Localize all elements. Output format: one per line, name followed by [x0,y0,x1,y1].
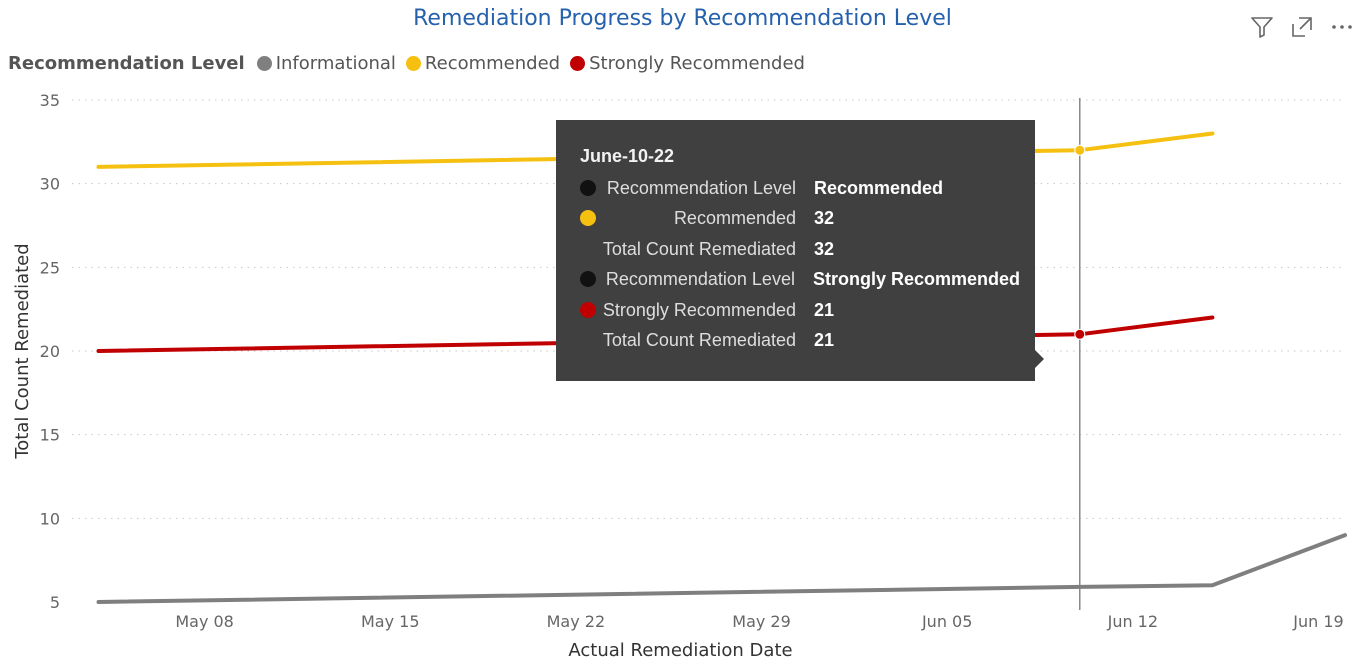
tooltip-label: Total Count Remediated [602,329,796,350]
tooltip-label: Recommended [673,207,796,228]
x-tick-label: May 29 [732,612,791,631]
y-tick-label: 30 [40,175,60,194]
legend-dot [256,56,272,71]
more-options-icon[interactable] [1329,14,1355,40]
focus-mode-icon[interactable] [1289,14,1315,40]
legend-item-recommended[interactable]: Recommended [405,53,561,74]
tooltip-label: Strongly Recommended [602,299,796,320]
y-tick-label: 20 [40,342,60,361]
tooltip-swatch [580,241,596,257]
legend-title: Recommendation Level [8,53,245,74]
x-axis-title: Actual Remediation Date [568,640,792,661]
tooltip-swatch [580,332,596,348]
tooltip-swatch [580,210,596,226]
y-tick-label: 35 [40,91,60,110]
tooltip-value: Recommended [814,177,944,198]
legend-label: Recommended [424,53,561,74]
tooltip-row: Total Count Remediated 32 [580,235,1020,263]
tooltip-value: Strongly Recommended [812,268,1020,289]
tooltip-value: 32 [814,238,835,259]
tooltip-swatch [580,302,596,318]
tooltip-row: Strongly Recommended 21 [580,296,1020,324]
hover-marker [1074,144,1086,156]
legend-dot [405,56,421,71]
x-tick-label: May 08 [175,612,234,631]
y-tick-label: 15 [40,426,60,445]
tooltip-swatch [580,180,596,196]
tooltip-row: Recommendation Level Strongly Recommende… [580,265,1020,293]
legend-item-informational[interactable]: Informational [256,53,396,74]
y-tick-label: 10 [40,509,60,528]
tooltip-label: Total Count Remediated [602,238,796,259]
tooltip-row: Total Count Remediated 21 [580,326,1020,354]
y-axis-title: Total Count Remediated [12,243,33,459]
tooltip-value: 21 [814,299,835,320]
series-line-informational [96,533,1347,604]
tooltip-value: 32 [814,207,835,228]
x-tick-label: May 22 [547,612,606,631]
legend-label: Strongly Recommended [589,53,805,74]
tooltip-pointer [1035,350,1044,368]
x-tick-label: Jun 05 [921,612,972,631]
legend-item-strongly-recommended[interactable]: Strongly Recommended [570,53,805,74]
filter-icon[interactable] [1249,14,1275,40]
data-tooltip: June-10-22 Recommendation Level Recommen… [556,120,1044,381]
tooltip-row: Recommendation Level Recommended [580,174,1020,202]
tooltip-label: Recommendation Level [605,268,795,289]
tooltip-row: Recommended 32 [580,204,1020,232]
y-tick-label: 25 [40,258,60,277]
tooltip-label: Recommendation Level [606,177,796,198]
y-tick-label: 5 [50,593,60,612]
x-tick-label: Jun 12 [1107,612,1158,631]
legend-label: Informational [275,53,396,74]
x-tick-label: Jun 19 [1292,612,1343,631]
tooltip-swatch [580,271,596,287]
hover-marker [1074,328,1086,340]
chart-legend: Recommendation Level Informational Recom… [8,53,815,74]
visual-header-toolbar [1249,14,1355,40]
chart-title: Remediation Progress by Recommendation L… [413,6,952,31]
tooltip-date: June-10-22 [580,146,675,166]
legend-dot [570,56,586,71]
x-tick-label: May 15 [361,612,420,631]
tooltip-value: 21 [814,329,835,350]
